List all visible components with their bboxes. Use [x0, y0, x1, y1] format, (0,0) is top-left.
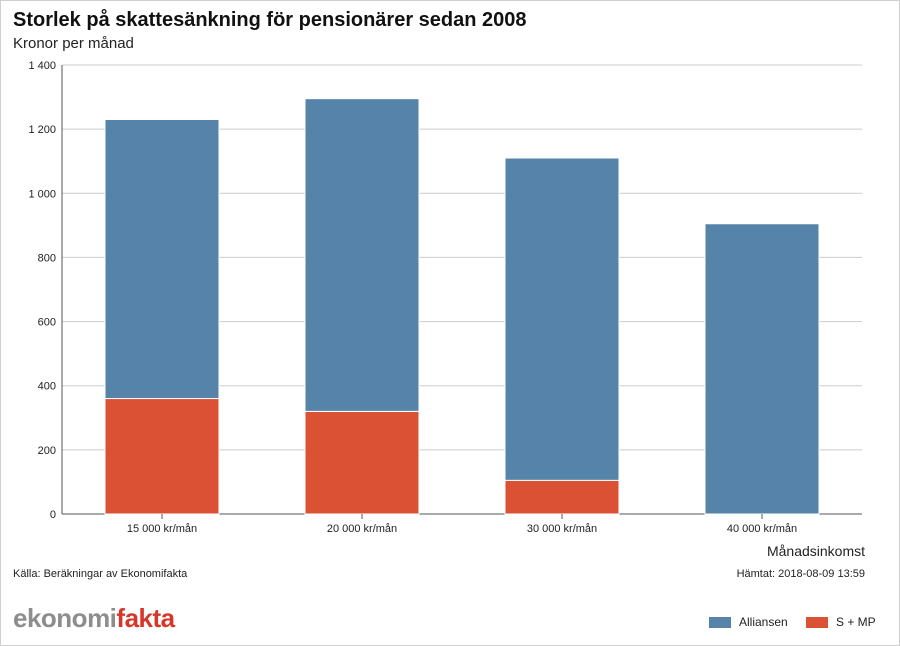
y-tick-label: 1 000 — [28, 188, 56, 200]
y-axis-unit-label: Kronor per månad — [13, 35, 134, 52]
legend-swatch-alliansen — [709, 616, 731, 628]
bar-s-mp-1 — [104, 398, 220, 515]
logo-part-ekonomi: ekonomi — [13, 603, 117, 633]
fetched-timestamp: Hämtat: 2018-08-09 13:59 — [736, 568, 865, 580]
x-tick-label: 30 000 kr/mån — [527, 523, 597, 535]
legend-label-smp: S + MP — [836, 615, 876, 629]
y-tick-label: 600 — [38, 317, 56, 329]
y-tick-label: 200 — [38, 445, 56, 457]
ekonomifakta-logo[interactable]: ekonomifakta — [13, 603, 175, 634]
legend-swatch-smp — [806, 616, 828, 628]
bar-alliansen-2 — [304, 98, 420, 412]
y-tick-label: 400 — [38, 381, 56, 393]
x-tick-label: 20 000 kr/mån — [327, 523, 397, 535]
x-tick-label: 15 000 kr/mån — [127, 523, 197, 535]
bar-s-mp-2 — [304, 410, 420, 515]
legend-item-alliansen[interactable]: Alliansen — [709, 615, 788, 629]
logo-part-fakta: fakta — [116, 603, 175, 633]
y-tick-label: 800 — [38, 252, 56, 264]
x-tick-label: 40 000 kr/mån — [727, 523, 797, 535]
y-tick-label: 1 200 — [28, 124, 56, 136]
bar-alliansen-3 — [504, 157, 620, 481]
y-tick-label: 1 400 — [28, 60, 56, 72]
chart-title: Storlek på skattesänkning för pensionäre… — [13, 9, 527, 31]
bar-alliansen-1 — [104, 119, 220, 400]
x-axis-title: Månadsinkomst — [767, 543, 865, 559]
y-tick-label: 0 — [50, 509, 56, 521]
bar-s-mp-3 — [504, 479, 620, 515]
source-note: Källa: Beräkningar av Ekonomifakta — [13, 568, 188, 580]
legend-item-smp[interactable]: S + MP — [806, 615, 876, 629]
bar-alliansen-4 — [704, 223, 820, 515]
legend-label-alliansen: Alliansen — [739, 615, 788, 629]
